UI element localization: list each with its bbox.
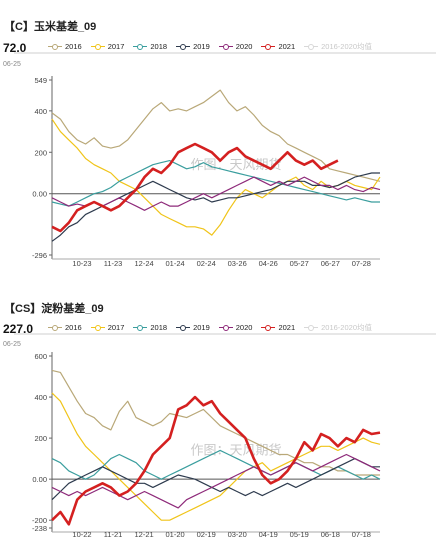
x-tick-label: 02-24: [197, 259, 216, 268]
legend-item[interactable]: 2016-2020均值: [304, 41, 372, 52]
legend-item[interactable]: 2019: [176, 322, 210, 333]
legend-marker-icon: [218, 324, 233, 332]
legend-item[interactable]: 2020: [218, 41, 253, 52]
chart-legend: 2016 2017 2018 2019 2020 2021 2016-2020均值: [48, 322, 381, 333]
legend-label: 2020: [235, 42, 253, 51]
x-tick-label: 06-27: [321, 259, 340, 268]
legend-marker-icon: [176, 43, 191, 51]
legend-marker-icon: [133, 324, 148, 332]
series-line-2016: [51, 89, 381, 182]
x-tick-label: 11-23: [104, 259, 123, 268]
series-line-2019: [51, 458, 380, 501]
x-tick-label: 01-20: [166, 530, 185, 539]
y-tick-label: 0.00: [32, 475, 47, 484]
series-line-2017: [51, 118, 381, 236]
y-tick-label: -200: [32, 516, 47, 525]
legend-item[interactable]: 2021: [261, 41, 295, 52]
y-tick-label: 600: [34, 352, 47, 361]
x-tick-label: 02-19: [197, 530, 216, 539]
y-tick-label: -238: [32, 524, 47, 533]
legend-marker-icon: [133, 43, 148, 51]
y-tick-label: 0.00: [32, 190, 47, 199]
legend-marker-icon: [261, 324, 276, 332]
legend-label: 2018: [150, 42, 168, 51]
x-tick-label: 10-23: [72, 259, 91, 268]
starch-basis-panel: 【CS】淀粉基差_09 227.0 06-25 2016 2017 2018 2019…: [0, 280, 441, 560]
corn-basis-panel: 【C】玉米基差_09 72.0 06-25 2016 2017 2018 2019 20…: [3, 21, 436, 268]
legend-label: 2018: [150, 323, 168, 332]
legend-label: 2017: [107, 323, 125, 332]
legend-item[interactable]: 2018: [133, 322, 167, 333]
legend-label: 2021: [278, 42, 296, 51]
watermark: 作图：天风期货: [190, 443, 281, 458]
x-tick-label: 05-27: [290, 259, 309, 268]
x-tick-label: 07-18: [352, 530, 371, 539]
legend-marker-icon: [90, 324, 105, 332]
legend-item[interactable]: 2017: [90, 322, 125, 333]
y-tick-label: 400: [34, 393, 47, 402]
current-value: 227.0: [3, 322, 34, 336]
x-tick-label: 07-28: [352, 259, 371, 268]
legend-label: 2016: [65, 323, 82, 332]
legend-label: 2016-2020均值: [321, 323, 372, 332]
legend-label: 2021: [278, 323, 296, 332]
legend-marker-icon: [176, 324, 191, 332]
legend-item[interactable]: 2020: [218, 322, 253, 333]
y-tick-label: 549: [34, 76, 47, 85]
x-tick-label: 12-21: [134, 530, 153, 539]
current-date: 06-25: [3, 61, 21, 68]
x-tick-label: 04-19: [259, 530, 278, 539]
legend-label: 2020: [235, 323, 253, 332]
x-tick-label: 06-18: [321, 530, 340, 539]
legend-item[interactable]: 2016: [48, 322, 82, 333]
y-tick-label: 200: [34, 434, 47, 443]
x-tick-label: 01-24: [166, 259, 185, 268]
corn-basis-chart: 549 400 200 0.00 -296 10-23 11-23 12-24 01-24 02-…: [14, 52, 436, 268]
x-tick-label: 12-24: [134, 259, 153, 268]
starch-basis-chart: 600 400 200 0.00 -200-238 10-22 11-21 12-21 01-2…: [14, 333, 436, 539]
y-tick-label: 400: [34, 107, 47, 116]
legend-label: 2016: [65, 42, 82, 51]
legend-label: 2019: [193, 323, 210, 332]
x-tick-label: 10-22: [72, 530, 91, 539]
current-date: 06-25: [3, 341, 21, 348]
series-line-2018: [51, 160, 380, 207]
legend-marker-icon: [48, 43, 62, 51]
series-line-2016: [51, 369, 380, 476]
panel-title: 【C】玉米基差_09: [4, 21, 97, 33]
x-tick-label: 03-26: [228, 259, 247, 268]
legend-item[interactable]: 2017: [90, 41, 125, 52]
current-value: 72.0: [3, 41, 27, 55]
legend-label: 2019: [193, 42, 210, 51]
x-tick-label: 03-20: [228, 530, 247, 539]
series-line-2021: [51, 142, 339, 233]
legend-marker-icon: [304, 324, 319, 332]
series-line-2017: [51, 392, 381, 521]
x-tick-label: 05-19: [290, 530, 309, 539]
legend-item[interactable]: 2016: [48, 41, 82, 52]
panel-title: 【CS】淀粉基差_09: [4, 303, 104, 315]
legend-marker-icon: [261, 43, 276, 51]
series-line-2019: [51, 172, 380, 242]
series-line-2020: [51, 176, 381, 211]
series-line-2020: [51, 453, 381, 509]
legend-marker-icon: [218, 43, 233, 51]
legend-label: 2017: [107, 42, 125, 51]
legend-marker-icon: [304, 43, 319, 51]
watermark: 作图：天风期货: [190, 157, 281, 172]
legend-marker-icon: [90, 43, 105, 51]
legend-item[interactable]: 2019: [176, 41, 210, 52]
x-tick-label: 11-21: [104, 530, 123, 539]
chart-legend: 2016 2017 2018 2019 2020 2021 2016-2020均值: [48, 41, 381, 52]
y-tick-label: -296: [32, 251, 47, 260]
legend-label: 2016-2020均值: [321, 42, 372, 51]
legend-item[interactable]: 2016-2020均值: [304, 322, 372, 333]
series-line-2021: [51, 395, 381, 526]
legend-item[interactable]: 2021: [261, 322, 295, 333]
legend-marker-icon: [48, 324, 62, 332]
legend-item[interactable]: 2018: [133, 41, 167, 52]
y-tick-label: 200: [34, 148, 47, 157]
x-tick-label: 04-26: [259, 259, 278, 268]
